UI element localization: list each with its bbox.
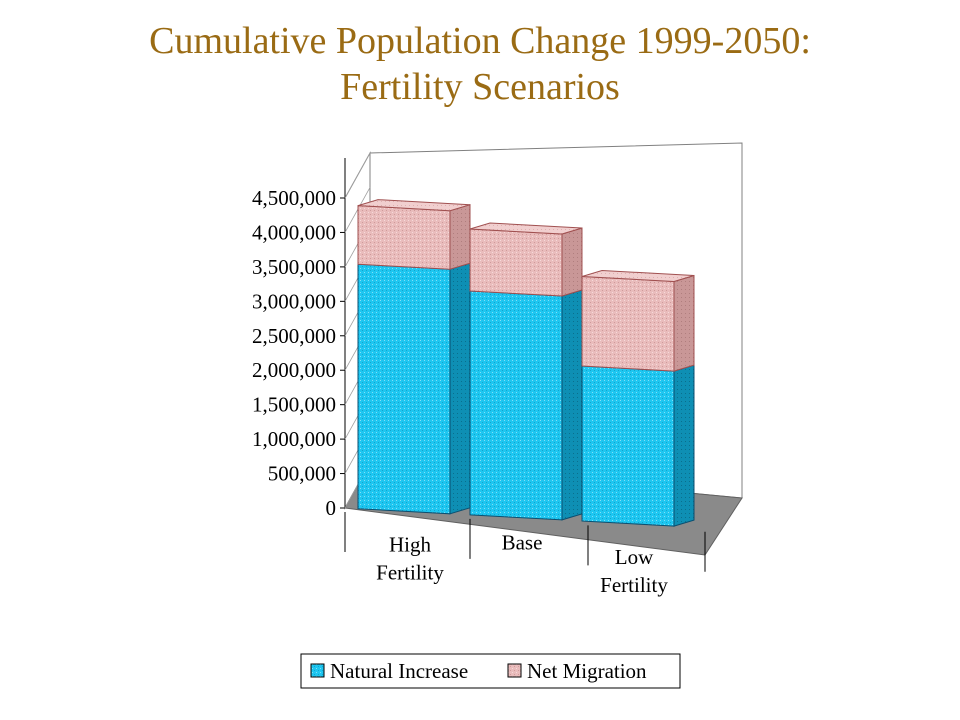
chart-title-line1: Cumulative Population Change 1999-2050: — [149, 20, 811, 62]
legend-swatch-net-migration — [507, 663, 522, 678]
y-tick-label: 1,500,000 — [252, 393, 336, 417]
y-tick-depth — [344, 152, 371, 199]
bar-natural-increase-front — [357, 263, 451, 515]
legend-box — [300, 653, 681, 689]
bar-natural-increase-front — [469, 290, 563, 521]
bar-net-migration-front — [581, 275, 675, 372]
bar-natural-increase-side — [673, 364, 695, 527]
chart-title: Cumulative Population Change 1999-2050: … — [0, 18, 960, 110]
bar-net-migration-front — [469, 228, 563, 297]
y-tick-label: 2,500,000 — [252, 324, 336, 348]
x-tick-label: Fertility — [600, 573, 668, 597]
y-tick-label: 2,000,000 — [252, 358, 336, 382]
bar-top — [469, 222, 583, 235]
x-tick-label: Low — [615, 545, 654, 569]
bar-net-migration-side — [673, 274, 695, 372]
bar-natural-increase-side — [449, 262, 471, 515]
bar-natural-increase-side — [561, 289, 583, 521]
bar-net-migration-side — [561, 227, 583, 297]
y-tick-label: 500,000 — [268, 462, 336, 486]
y-tick-label: 3,500,000 — [252, 255, 336, 279]
bar-net-migration-side — [449, 204, 471, 270]
legend-label-net-migration: Net Migration — [527, 659, 647, 683]
bar-top — [581, 269, 695, 283]
y-tick-label: 0 — [326, 496, 337, 520]
legend-swatch-natural-increase — [310, 663, 325, 678]
x-tick-label: Base — [502, 531, 543, 555]
legend-label-natural-increase: Natural Increase — [330, 659, 468, 683]
bar-top — [357, 199, 471, 212]
bar-natural-increase-front — [581, 365, 675, 527]
y-tick-label: 3,000,000 — [252, 289, 336, 313]
y-tick-label: 4,000,000 — [252, 220, 336, 244]
bar-net-migration-front — [357, 205, 451, 270]
y-tick-label: 4,500,000 — [252, 186, 336, 210]
x-tick-label: High — [389, 533, 432, 557]
y-tick-label: 1,000,000 — [252, 427, 336, 451]
chart-title-line2: Fertility Scenarios — [340, 66, 620, 108]
x-tick-label: Fertility — [376, 561, 444, 585]
